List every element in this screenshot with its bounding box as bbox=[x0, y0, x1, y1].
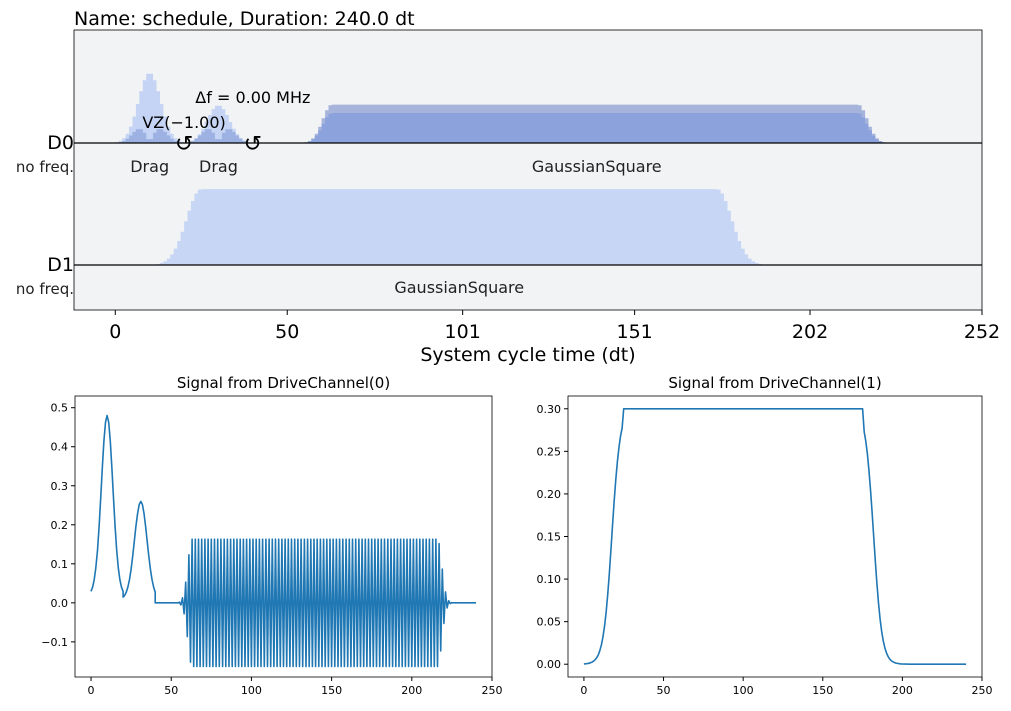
plot-title: Signal from DriveChannel(0) bbox=[177, 374, 390, 392]
y-tick-label: 0.10 bbox=[537, 573, 562, 586]
x-tick-label: 50 bbox=[275, 321, 299, 343]
x-tick-label: 101 bbox=[445, 321, 481, 343]
phase-symbol-icon: ↺ bbox=[175, 132, 193, 157]
x-tick-label: 250 bbox=[482, 684, 503, 697]
x-tick-label: 150 bbox=[321, 684, 342, 697]
x-tick-label: 250 bbox=[972, 684, 993, 697]
y-tick-label: 0.05 bbox=[537, 616, 562, 629]
x-tick-label: 200 bbox=[401, 684, 422, 697]
y-tick-label: 0.20 bbox=[537, 488, 562, 501]
x-tick-label: 100 bbox=[733, 684, 754, 697]
x-tick-label: 50 bbox=[164, 684, 178, 697]
pulse-label: GaussianSquare bbox=[394, 278, 524, 297]
channel-name: D0 bbox=[47, 132, 74, 154]
pulse-D0-0: Drag bbox=[115, 73, 185, 176]
x-tick-label: 150 bbox=[812, 684, 833, 697]
signal-series-line bbox=[90, 414, 476, 668]
x-tick-label: 0 bbox=[580, 684, 587, 697]
plot-title: Signal from DriveChannel(1) bbox=[668, 374, 881, 392]
channel-name: D1 bbox=[47, 254, 74, 276]
x-tick-label: 151 bbox=[616, 321, 652, 343]
pulse-label: Drag bbox=[130, 157, 169, 176]
annotation-text: Δf = 0.00 MHz bbox=[195, 88, 310, 107]
gsq-envelope bbox=[149, 189, 769, 265]
signal-panel-2: Signal from DriveChannel(1) 0 50 100 150 200 2… bbox=[537, 374, 993, 697]
y-tick-label: 0.2 bbox=[51, 519, 69, 532]
x-axis-label: System cycle time (dt) bbox=[420, 344, 635, 366]
x-tick-label: 252 bbox=[964, 321, 1000, 343]
y-tick-label: 0.0 bbox=[51, 597, 69, 610]
pulse-label: Drag bbox=[199, 157, 238, 176]
pulse-label: GaussianSquare bbox=[532, 157, 662, 176]
y-tick-label: 0.15 bbox=[537, 531, 562, 544]
x-tick-label: 200 bbox=[892, 684, 913, 697]
y-tick-label: 0.25 bbox=[537, 445, 562, 458]
phase-symbol-icon: ↺ bbox=[244, 132, 262, 157]
gsq-envelope-inner bbox=[304, 113, 890, 143]
x-tick-label: 0 bbox=[109, 321, 121, 343]
pulse-D0-2: GaussianSquare bbox=[304, 104, 890, 176]
y-tick-label: −0.1 bbox=[41, 636, 68, 649]
channel-D1: GaussianSquare D1 no freq. bbox=[16, 189, 982, 298]
x-tick-label: 202 bbox=[792, 321, 828, 343]
x-tick-label: 100 bbox=[241, 684, 262, 697]
annotation-text: VZ(−1.00) bbox=[142, 113, 225, 132]
channel-freq: no freq. bbox=[16, 280, 74, 298]
channel-freq: no freq. bbox=[16, 158, 74, 176]
y-tick-label: 0.00 bbox=[537, 658, 562, 671]
signal-panel-1: Signal from DriveChannel(0) 0 50 100 150 200 2… bbox=[41, 374, 502, 697]
drag-envelope-imag bbox=[184, 129, 253, 143]
drag-envelope-imag bbox=[115, 129, 185, 143]
pulse-D0-1: Drag bbox=[184, 105, 253, 176]
x-tick-label: 0 bbox=[88, 684, 95, 697]
schedule-title: Name: schedule, Duration: 240.0 dt bbox=[74, 8, 415, 30]
pulse-D1-0: GaussianSquare bbox=[149, 189, 769, 297]
schedule-panel: Name: schedule, Duration: 240.0 dt Drag Dr… bbox=[16, 8, 1000, 366]
y-tick-label: 0.4 bbox=[51, 441, 69, 454]
y-tick-label: 0.1 bbox=[51, 558, 69, 571]
y-tick-label: 0.5 bbox=[51, 402, 69, 415]
x-tick-label: 50 bbox=[657, 684, 671, 697]
signal-series-line bbox=[583, 408, 967, 665]
plot-area bbox=[567, 395, 983, 678]
y-tick-label: 0.3 bbox=[51, 480, 69, 493]
drag-envelope-real bbox=[115, 73, 185, 143]
y-tick-label: 0.30 bbox=[537, 403, 562, 416]
